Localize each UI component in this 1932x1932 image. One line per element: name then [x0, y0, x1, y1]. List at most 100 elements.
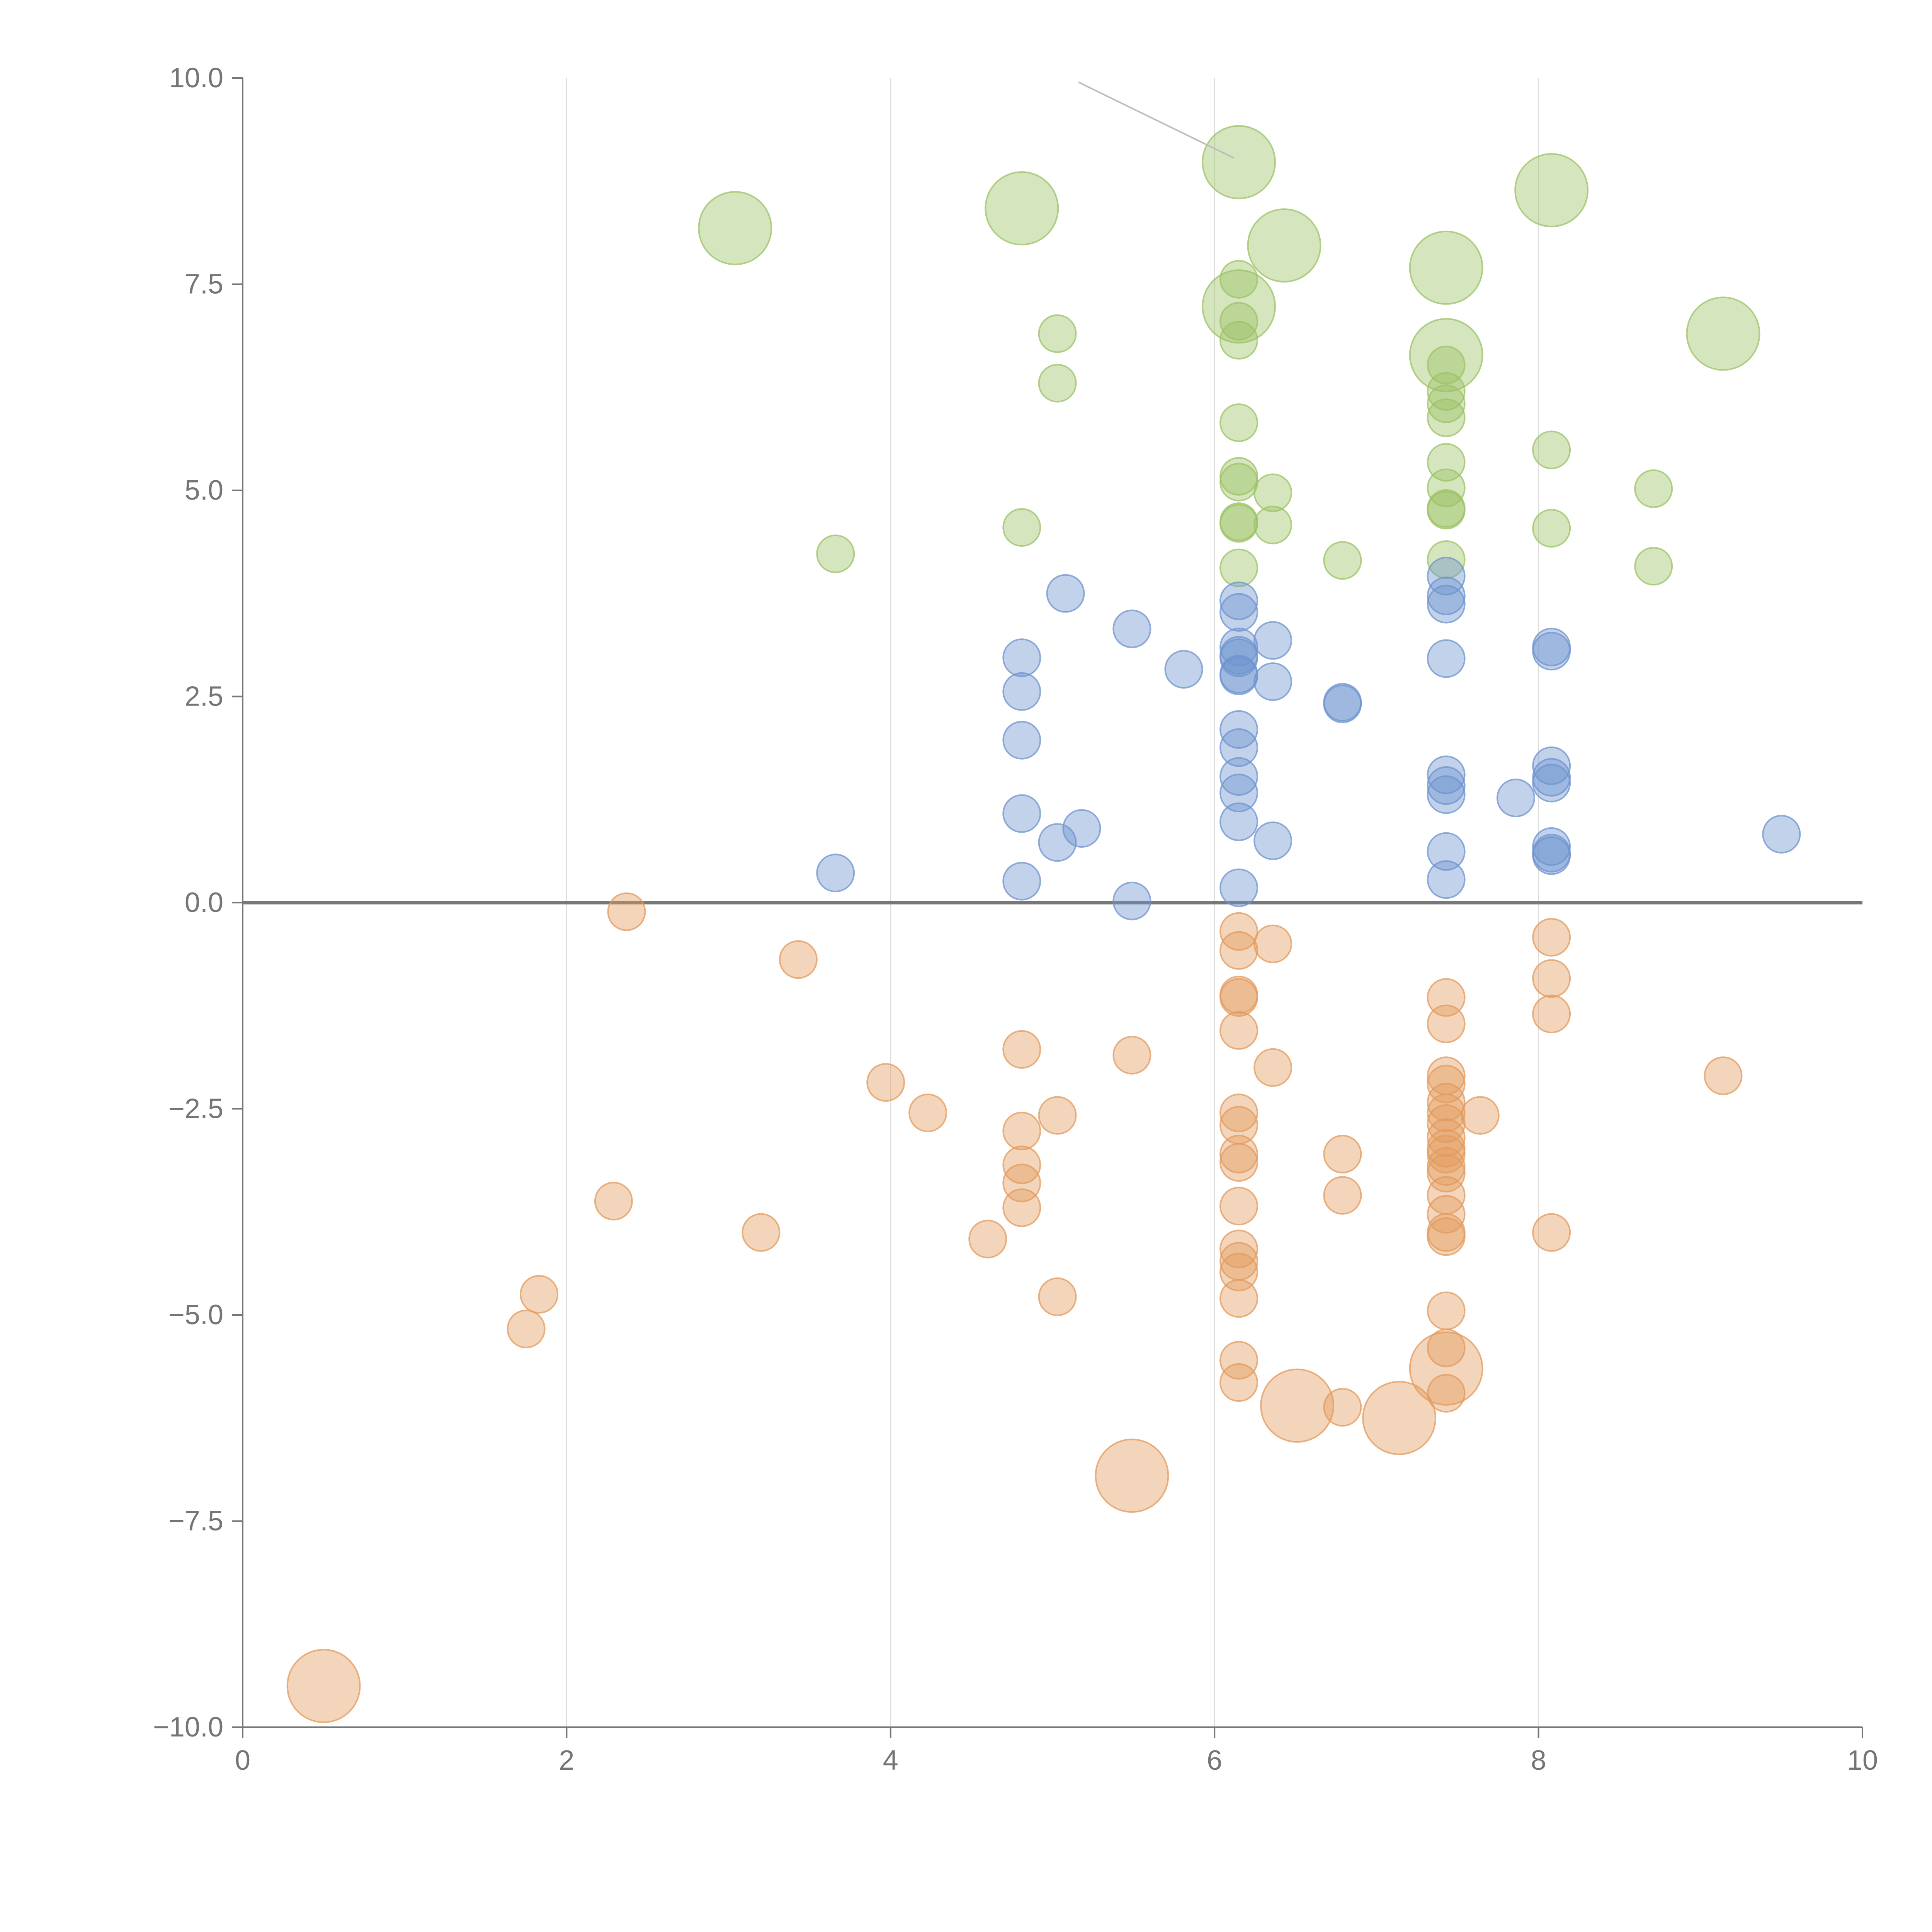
bubble-orange-44 — [1427, 1004, 1466, 1043]
y-tick-label-0: 10.0 — [169, 63, 223, 94]
y-tick-label-5: −2.5 — [168, 1094, 223, 1124]
bubble-blue-20 — [1219, 728, 1259, 767]
bubble-blue-12 — [1219, 581, 1259, 620]
bubble-blue-23 — [1219, 802, 1259, 841]
tick-label-layer: 10.0 7.5 5.0 2.5 0.0 −2.5 −5.0 −7.5 −10.0 0 2 4 6 8 10 — [153, 63, 1878, 1776]
bubble-blue-48 — [1762, 815, 1801, 854]
bubble-green-5 — [1514, 153, 1589, 228]
bubble-green-19 — [1219, 548, 1259, 587]
bubble-orange-10 — [779, 940, 818, 979]
bubble-orange-11 — [866, 1063, 905, 1102]
bubble-orange-2 — [1260, 1368, 1334, 1443]
x-tick-label-3: 6 — [1207, 1745, 1222, 1776]
bubble-green-11 — [1219, 321, 1259, 360]
bubble-orange-50 — [1427, 1118, 1466, 1157]
bubble-green-14 — [1219, 403, 1259, 442]
bubble-blue-9 — [1112, 609, 1151, 648]
bubble-orange-65 — [1532, 995, 1571, 1034]
bubble-green-28 — [1427, 398, 1466, 437]
bubble-orange-62 — [1461, 1096, 1500, 1135]
bubble-orange-30 — [1219, 1143, 1259, 1182]
bubble-orange-18 — [1002, 1188, 1041, 1227]
bubble-green-27 — [1427, 384, 1466, 423]
bubble-green-0 — [698, 191, 772, 265]
bubble-green-7 — [1409, 318, 1483, 393]
series-orange — [286, 892, 1743, 1723]
bubble-green-32 — [1427, 491, 1466, 530]
y-tick-label-4: 0.0 — [185, 887, 223, 918]
bubble-orange-23 — [1219, 931, 1259, 970]
bubble-blue-4 — [1002, 794, 1041, 833]
bubble-blue-21 — [1219, 757, 1259, 796]
bubble-orange-39 — [1253, 1048, 1293, 1087]
x-tick-label-1: 2 — [559, 1745, 574, 1776]
bubble-blue-6 — [1038, 823, 1077, 862]
bubble-green-4 — [1409, 230, 1483, 305]
x-tick-label-4: 8 — [1531, 1745, 1546, 1776]
bubble-orange-43 — [1427, 978, 1466, 1017]
bubble-blue-26 — [1253, 662, 1293, 701]
bubble-orange-67 — [1704, 1056, 1743, 1095]
bubble-green-26 — [1427, 372, 1466, 411]
bubble-green-25 — [1427, 345, 1466, 384]
bubble-blue-14 — [1219, 628, 1259, 667]
bubble-green-9 — [1219, 260, 1259, 299]
bubble-orange-36 — [1219, 1341, 1259, 1380]
bubble-blue-41 — [1532, 632, 1571, 671]
y-tick-label-2: 5.0 — [185, 475, 223, 506]
bubble-blue-8 — [1062, 809, 1101, 848]
bubble-blue-30 — [1427, 556, 1466, 595]
bubble-blue-38 — [1427, 860, 1466, 899]
bubble-green-33 — [1427, 540, 1466, 579]
bubble-blue-43 — [1532, 758, 1571, 797]
bubble-green-8 — [1686, 296, 1760, 371]
annotation-leader-line — [1078, 81, 1235, 159]
bubble-green-3 — [1247, 208, 1321, 283]
bubble-green-18 — [1219, 504, 1259, 543]
bubble-orange-21 — [1112, 1036, 1151, 1075]
bubble-orange-54 — [1427, 1153, 1466, 1192]
bubble-blue-24 — [1219, 868, 1259, 907]
bubble-blue-29 — [1323, 684, 1362, 723]
y-tick-label-1: 7.5 — [185, 269, 223, 300]
bubble-blue-42 — [1532, 746, 1571, 785]
bubble-green-22 — [1002, 508, 1041, 547]
bubble-orange-25 — [1219, 978, 1259, 1017]
bubble-green-2 — [1202, 125, 1276, 199]
bubble-green-30 — [1427, 468, 1466, 507]
bubble-blue-0 — [816, 854, 855, 893]
y-tick-label-6: −5.0 — [168, 1299, 223, 1330]
bubble-orange-19 — [1038, 1096, 1077, 1135]
bubble-orange-59 — [1427, 1291, 1466, 1330]
x-tick-label-0: 0 — [235, 1745, 250, 1776]
bubble-green-24 — [1323, 541, 1362, 580]
bubble-orange-27 — [1219, 1094, 1259, 1133]
bubble-blue-7 — [1046, 574, 1085, 613]
bubble-blue-18 — [1219, 656, 1259, 696]
bubble-green-13 — [1038, 364, 1077, 403]
bubble-blue-31 — [1427, 577, 1466, 616]
series-green — [698, 125, 1760, 587]
bubble-orange-34 — [1219, 1253, 1259, 1292]
bubble-blue-10 — [1112, 881, 1151, 920]
y-tick-label-7: −7.5 — [168, 1506, 223, 1537]
bubble-blue-3 — [1002, 721, 1041, 760]
bubble-orange-13 — [968, 1219, 1007, 1259]
y-tick-label-8: −10.0 — [153, 1712, 223, 1743]
bubble-green-23 — [816, 534, 855, 573]
bubble-blue-47 — [1532, 836, 1571, 875]
series-blue — [816, 556, 1801, 920]
bubble-green-36 — [1634, 469, 1673, 508]
bubble-green-16 — [1219, 463, 1259, 502]
bubble-orange-8 — [607, 892, 646, 931]
bubble-orange-42 — [1323, 1388, 1362, 1427]
bubble-green-12 — [1038, 314, 1077, 353]
bubble-green-20 — [1253, 473, 1293, 512]
bubble-green-1 — [985, 171, 1059, 246]
axis-layer — [232, 77, 1863, 1738]
bubble-orange-15 — [1002, 1112, 1041, 1151]
bubble-green-37 — [1634, 547, 1673, 586]
bubble-green-34 — [1532, 430, 1571, 469]
